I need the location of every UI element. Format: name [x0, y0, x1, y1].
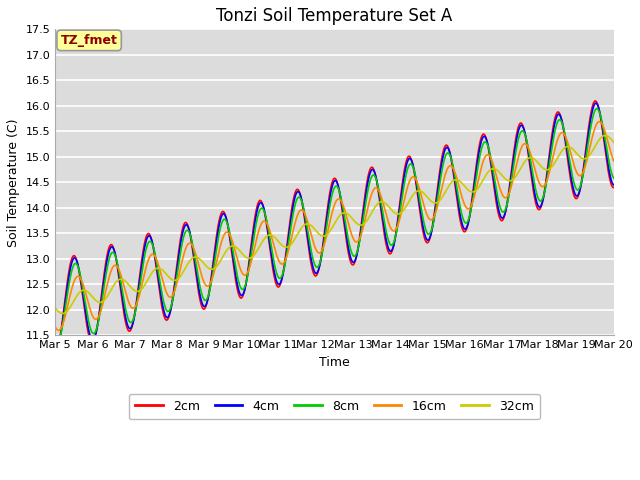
- Text: TZ_fmet: TZ_fmet: [61, 34, 118, 47]
- X-axis label: Time: Time: [319, 356, 350, 369]
- Y-axis label: Soil Temperature (C): Soil Temperature (C): [7, 118, 20, 247]
- Legend: 2cm, 4cm, 8cm, 16cm, 32cm: 2cm, 4cm, 8cm, 16cm, 32cm: [129, 394, 540, 419]
- Title: Tonzi Soil Temperature Set A: Tonzi Soil Temperature Set A: [216, 7, 452, 25]
